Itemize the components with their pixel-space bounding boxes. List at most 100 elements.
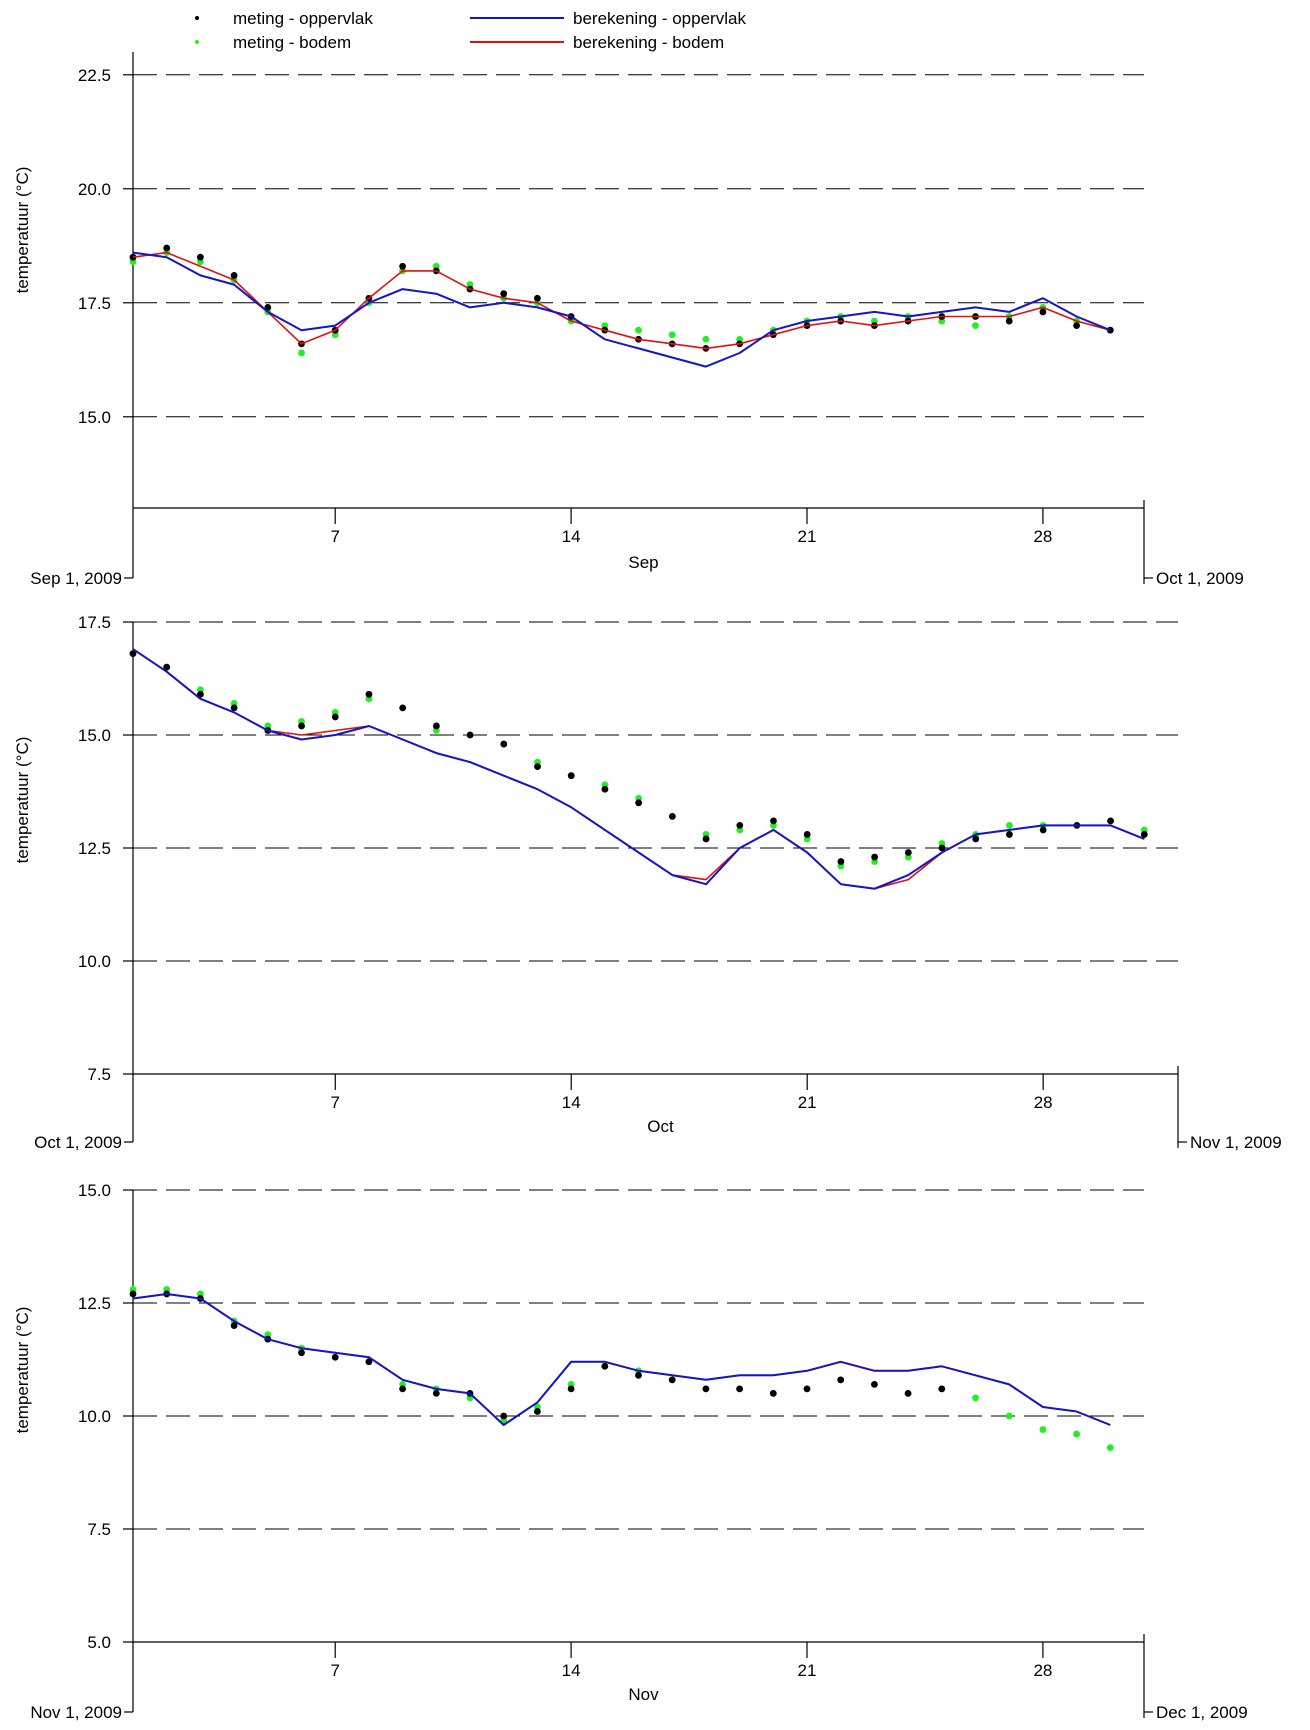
y-tick-label: 15.0 xyxy=(78,726,111,745)
y-tick-label: 7.5 xyxy=(87,1520,111,1539)
x-tick-label: 14 xyxy=(562,527,581,546)
data-point-meting-oppervlak xyxy=(432,722,440,730)
data-point-meting-oppervlak xyxy=(770,817,777,825)
period-start-label: Sep 1, 2009 xyxy=(30,569,122,588)
y-tick-label: 12.5 xyxy=(78,839,111,858)
data-point-meting-oppervlak xyxy=(500,1412,508,1420)
data-point-meting-oppervlak xyxy=(534,294,541,302)
data-point-meting-bodem xyxy=(298,349,305,357)
legend-label-berekening-bodem: berekening - bodem xyxy=(573,33,724,52)
data-point-meting-oppervlak xyxy=(668,1376,676,1384)
y-tick-label: 7.5 xyxy=(87,1065,111,1084)
x-tick-label: 7 xyxy=(331,1093,340,1112)
period-end-label: Nov 1, 2009 xyxy=(1190,1133,1282,1152)
data-point-meting-oppervlak xyxy=(432,1390,440,1397)
x-tick-label: 28 xyxy=(1033,1661,1052,1680)
data-point-meting-oppervlak xyxy=(803,831,811,838)
chart-panel-nov: temperatuur (°C) Nov Nov 1, 2009 Dec 1, … xyxy=(13,1181,1248,1722)
data-point-meting-oppervlak xyxy=(601,785,609,793)
series-line-berekening-oppervlak xyxy=(132,648,1145,890)
x-axis-month-label: Sep xyxy=(628,553,658,572)
data-point-meting-oppervlak xyxy=(904,849,912,856)
data-point-meting-oppervlak xyxy=(803,1385,811,1393)
legend: meting - oppervlak meting - bodem bereke… xyxy=(195,9,746,52)
data-point-meting-oppervlak xyxy=(1039,826,1047,834)
x-tick-label: 7 xyxy=(330,527,339,546)
period-end-label: Oct 1, 2009 xyxy=(1156,569,1244,588)
data-point-meting-oppervlak xyxy=(197,690,204,698)
data-point-meting-oppervlak xyxy=(635,1371,642,1379)
data-point-meting-oppervlak xyxy=(365,690,373,698)
legend-label-meting-oppervlak: meting - oppervlak xyxy=(233,9,373,28)
data-point-meting-oppervlak xyxy=(399,262,406,270)
y-tick-label: 12.5 xyxy=(78,1294,111,1313)
data-point-meting-oppervlak xyxy=(938,1385,946,1393)
data-point-meting-oppervlak xyxy=(769,1390,777,1397)
data-point-meting-oppervlak xyxy=(230,1322,238,1329)
period-start-label: Nov 1, 2009 xyxy=(30,1703,122,1722)
period-end-label: Dec 1, 2009 xyxy=(1156,1703,1248,1722)
x-tick-label: 21 xyxy=(798,527,817,546)
legend-marker-meting-oppervlak xyxy=(195,16,199,20)
data-point-meting-oppervlak xyxy=(904,1390,912,1397)
y-tick-label: 17.5 xyxy=(78,294,111,313)
y-tick-label: 17.5 xyxy=(78,613,111,632)
x-axis-month-label: Nov xyxy=(628,1685,659,1704)
data-point-meting-bodem xyxy=(1073,1430,1080,1438)
y-tick-label: 20.0 xyxy=(78,180,111,199)
data-point-meting-oppervlak xyxy=(702,1385,710,1393)
x-tick-label: 28 xyxy=(1034,1093,1053,1112)
data-point-meting-bodem xyxy=(668,331,676,339)
data-point-meting-oppervlak xyxy=(534,1408,541,1415)
series-line-berekening-bodem xyxy=(132,1293,1111,1426)
data-point-meting-oppervlak xyxy=(736,1385,743,1393)
data-point-meting-bodem xyxy=(635,326,642,334)
x-tick-label: 14 xyxy=(562,1093,581,1112)
data-point-meting-oppervlak xyxy=(1140,831,1148,838)
x-tick-label: 21 xyxy=(798,1093,817,1112)
data-point-meting-oppervlak xyxy=(365,1358,373,1366)
data-point-meting-oppervlak xyxy=(871,1380,878,1388)
y-axis-label: temperatuur (°C) xyxy=(13,167,32,294)
data-point-meting-oppervlak xyxy=(668,812,676,820)
data-point-meting-oppervlak xyxy=(871,853,879,861)
data-point-meting-oppervlak xyxy=(534,763,541,771)
data-point-meting-oppervlak xyxy=(298,722,305,730)
chart-panel-sep: temperatuur (°C) Sep Sep 1, 2009 Oct 1, … xyxy=(13,52,1244,588)
data-point-meting-bodem xyxy=(702,335,710,343)
series-line-berekening-oppervlak xyxy=(132,1293,1111,1426)
x-tick-label: 28 xyxy=(1033,527,1052,546)
data-point-meting-oppervlak xyxy=(129,650,137,658)
data-point-meting-oppervlak xyxy=(1107,817,1114,825)
data-point-meting-oppervlak xyxy=(129,1290,137,1298)
series-line-berekening-oppervlak xyxy=(132,251,1111,368)
y-axis-label: temperatuur (°C) xyxy=(13,1307,32,1434)
data-point-meting-oppervlak xyxy=(399,704,407,712)
data-point-meting-oppervlak xyxy=(837,858,845,865)
data-point-meting-bodem xyxy=(972,322,979,329)
y-tick-label: 5.0 xyxy=(87,1633,111,1652)
data-point-meting-oppervlak xyxy=(466,731,474,739)
x-tick-label: 14 xyxy=(562,1661,581,1680)
x-tick-label: 7 xyxy=(330,1661,339,1680)
data-point-meting-oppervlak xyxy=(1039,308,1047,316)
y-tick-label: 22.5 xyxy=(78,66,111,85)
data-point-meting-oppervlak xyxy=(331,1353,339,1361)
data-point-meting-oppervlak xyxy=(230,704,238,712)
y-tick-label: 15.0 xyxy=(78,1181,111,1200)
legend-label-meting-bodem: meting - bodem xyxy=(233,33,351,52)
data-point-meting-oppervlak xyxy=(298,1349,305,1357)
x-axis-month-label: Oct xyxy=(647,1117,674,1136)
x-tick-label: 21 xyxy=(798,1661,817,1680)
y-tick-label: 10.0 xyxy=(78,952,111,971)
data-point-meting-oppervlak xyxy=(837,1376,845,1384)
data-point-meting-oppervlak xyxy=(567,1385,575,1393)
data-point-meting-oppervlak xyxy=(1073,322,1080,329)
data-point-meting-bodem xyxy=(1039,1426,1047,1433)
data-point-meting-oppervlak xyxy=(601,1362,609,1370)
data-point-meting-oppervlak xyxy=(702,835,710,843)
data-point-meting-oppervlak xyxy=(500,740,508,748)
data-point-meting-bodem xyxy=(1106,1444,1114,1452)
legend-label-berekening-oppervlak: berekening - oppervlak xyxy=(573,9,746,28)
